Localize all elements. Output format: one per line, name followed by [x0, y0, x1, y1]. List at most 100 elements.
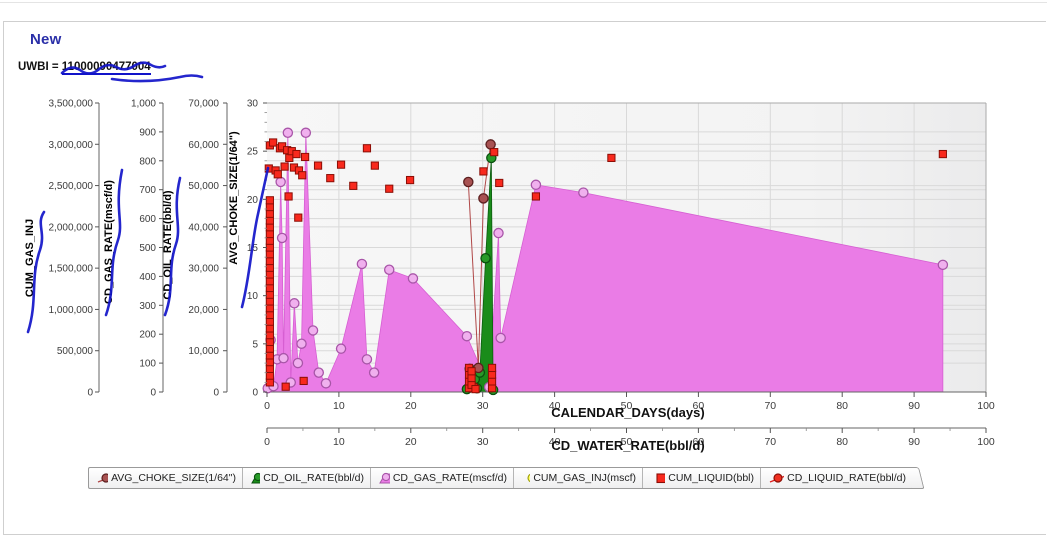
cum-liquid-marker	[273, 170, 282, 179]
y-tick-label-cum_gas_inj: 500,000	[57, 346, 94, 357]
y-tick-label-oil_rate: 70,000	[188, 99, 219, 110]
gas-rate-marker	[383, 264, 395, 276]
legend-item-label: CD_GAS_RATE(mscf/d)	[392, 472, 507, 484]
cum-liquid-marker	[265, 223, 274, 232]
cum-liquid-marker	[265, 283, 274, 293]
choke-marker	[463, 176, 474, 188]
x-axis-title-calendar-days: CALENDAR_DAYS(days)	[551, 405, 704, 420]
x1-tick-label: 90	[908, 400, 920, 412]
legend-item-label: CUM_LIQUID(bbl)	[668, 472, 754, 484]
gas-rate-area	[267, 132, 944, 393]
y-tick-label-gas_rate: 800	[139, 156, 156, 167]
cum-liquid-marker	[265, 270, 274, 279]
top-divider	[0, 2, 1047, 3]
cum-liquid-marker	[265, 371, 274, 380]
x2-tick-label: 60	[693, 436, 705, 448]
choke-marker	[478, 193, 489, 204]
x1-tick-label: 50	[621, 400, 633, 412]
gas-rate-marker	[307, 325, 319, 336]
cum-liquid-marker	[938, 149, 947, 159]
x-axis-title-water-rate: CD_WATER_RATE(bbl/d)	[551, 438, 704, 453]
uwbi-label: UWBI =	[18, 61, 59, 73]
gas-rate-marker	[292, 357, 304, 369]
legend-item-label: CUM_GAS_INJ(mscf)	[533, 472, 636, 484]
x2-tick-label: 50	[621, 436, 633, 448]
cum-liquid-marker	[265, 324, 274, 333]
legend-marker-icon	[527, 473, 531, 483]
cum-liquid-marker	[265, 358, 274, 367]
y-tick-label-choke: 20	[247, 195, 259, 206]
legend-item-5[interactable]: CD_LIQUID_RATE(bbl/d)	[760, 468, 912, 488]
x2-tick-label: 90	[908, 436, 920, 448]
cum-liquid-marker	[265, 202, 274, 212]
choke-marker	[485, 139, 496, 150]
gas-rate-marker	[495, 332, 506, 344]
gas-rate-marker	[335, 343, 347, 354]
legend-item-2[interactable]: CD_GAS_RATE(mscf/d)	[370, 468, 513, 488]
cum-liquid-marker	[265, 256, 274, 266]
cum-liquid-marker	[284, 192, 293, 201]
cum-liquid-marker	[265, 310, 274, 320]
y-axis-title-gas_rate: CD_GAS_RATE(mscf/d)	[103, 180, 115, 304]
legend-item-1[interactable]: CD_OIL_RATE(bbl/d)	[242, 468, 370, 488]
cum-liquid-marker	[301, 152, 310, 162]
pen-scribble-3	[104, 168, 124, 317]
y-tick-label-gas_rate: 700	[139, 185, 156, 196]
cum-liquid-marker	[265, 263, 274, 272]
y-tick-label-oil_rate: 0	[213, 388, 219, 399]
cum-liquid-marker	[294, 213, 303, 222]
gas-rate-marker	[275, 176, 286, 188]
x2-tick-label: 10	[333, 436, 345, 448]
legend-item-label: CD_OIL_RATE(bbl/d)	[263, 472, 364, 484]
cum-liquid-marker	[265, 378, 274, 387]
cum-liquid-marker	[265, 196, 274, 205]
cum-liquid-marker	[487, 384, 497, 393]
y-tick-label-cum_gas_inj: 1,000,000	[49, 305, 94, 316]
oil-rate-marker	[480, 252, 491, 264]
gas-rate-marker	[530, 179, 542, 191]
y-tick-label-oil_rate: 30,000	[188, 264, 219, 275]
y-tick-label-oil_rate: 50,000	[188, 181, 219, 192]
cum-liquid-marker	[467, 367, 476, 376]
x1-tick-label: 70	[764, 400, 776, 412]
legend-marker-icon	[97, 473, 109, 483]
y-tick-label-gas_rate: 900	[139, 127, 156, 138]
cum-liquid-marker	[265, 304, 274, 313]
y-tick-label-gas_rate: 1,000	[131, 99, 156, 110]
x2-tick-label: 70	[764, 436, 776, 448]
y-tick-label-oil_rate: 20,000	[188, 305, 219, 316]
cum-liquid-marker	[490, 148, 499, 157]
x1-tick-label: 100	[977, 400, 995, 412]
x2-tick-label: 30	[477, 436, 489, 448]
cum-liquid-marker	[265, 337, 274, 347]
gas-rate-marker	[356, 258, 368, 270]
y-tick-label-oil_rate: 40,000	[188, 222, 219, 233]
legend: AVG_CHOKE_SIZE(1/64") CD_OIL_RATE(bbl/d) C…	[88, 467, 925, 489]
cum-liquid-marker	[467, 373, 476, 383]
cum-liquid-marker	[265, 229, 274, 239]
cum-liquid-marker	[265, 351, 274, 360]
y-tick-label-gas_rate: 300	[139, 301, 156, 312]
pen-scribble-1	[110, 74, 204, 83]
cum-liquid-marker	[265, 297, 274, 306]
cum-liquid-marker	[298, 171, 307, 180]
gas-rate-marker	[313, 367, 325, 378]
cum-liquid-marker	[265, 317, 274, 326]
gas-rate-marker	[296, 338, 307, 349]
legend-item-0[interactable]: AVG_CHOKE_SIZE(1/64")	[89, 468, 242, 488]
y-tick-label-gas_rate: 400	[139, 272, 156, 283]
cum-liquid-marker	[299, 376, 308, 386]
gas-rate-marker	[578, 187, 589, 198]
legend-item-3[interactable]: CUM_GAS_INJ(mscf)	[513, 468, 642, 488]
cum-liquid-marker	[265, 236, 274, 245]
y-tick-label-cum_gas_inj: 1,500,000	[49, 264, 94, 275]
cum-liquid-marker	[280, 162, 289, 171]
pen-scribble-2	[26, 210, 46, 334]
y-axis-title-cum_gas_inj: CUM_GAS_INJ	[24, 219, 36, 297]
legend-item-label: CD_LIQUID_RATE(bbl/d)	[787, 472, 906, 484]
gas-rate-marker	[368, 367, 380, 378]
cum-liquid-marker	[495, 178, 504, 188]
cum-liquid-marker	[479, 167, 488, 176]
legend-item-4[interactable]: CUM_LIQUID(bbl)	[642, 468, 760, 488]
